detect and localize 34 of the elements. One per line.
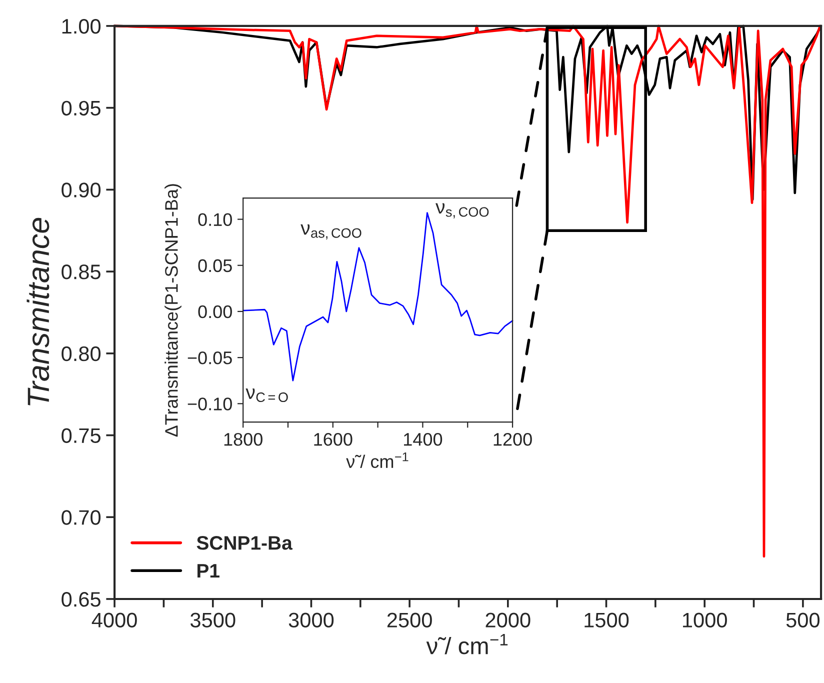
- y-tick-label: 0.85: [62, 264, 100, 280]
- annotation: ν$_{C=O}$: [246, 388, 288, 402]
- x-tick-label: 500: [786, 612, 820, 628]
- x-tick-label: 2500: [387, 612, 432, 628]
- y-axis-title: Transmittance: [26, 218, 50, 406]
- x-tick-label: 1600: [314, 432, 352, 446]
- y-tick-label: 0.90: [62, 182, 101, 198]
- x-tick-label: 3000: [288, 612, 334, 628]
- legend-label: SCNP1-Ba: [196, 536, 292, 550]
- x-tick-label: 1000: [683, 612, 727, 628]
- y-tick-label: 0.70: [62, 510, 101, 525]
- y-tick-label: −0.05: [188, 351, 232, 364]
- y-tick-label: 1.00: [62, 18, 101, 34]
- x-tick-label: 2000: [486, 612, 530, 628]
- y-tick-label: 0.00: [198, 305, 232, 318]
- x-tick-label: 4000: [92, 612, 137, 628]
- x-tick-label: 3500: [190, 612, 236, 628]
- x-tick-label: 1800: [224, 432, 262, 446]
- y-tick-label: 0.10: [198, 213, 232, 226]
- y-axis-title: ΔTransmittance(P1-SCNP1-Ba): [164, 184, 182, 437]
- x-axis-title: ν̃ / cm$^{−1}$: [426, 634, 508, 654]
- annotation: ν$_{as,COO}$: [300, 224, 362, 240]
- y-tick-label: 0.65: [62, 592, 100, 607]
- y-tick-label: −0.10: [188, 398, 232, 410]
- y-tick-label: 0.05: [198, 259, 232, 272]
- y-tick-label: 0.75: [62, 428, 100, 444]
- legend-label: P1: [198, 564, 220, 578]
- x-tick-label: 1200: [494, 432, 532, 446]
- y-tick-label: 0.80: [62, 346, 101, 362]
- x-axis-title: ν̃ / cm$^{−1}$: [346, 452, 408, 468]
- x-tick-label: 1500: [584, 612, 629, 628]
- annotation: ν$_{s,COO}$: [436, 203, 489, 218]
- x-tick-label: 1400: [404, 432, 442, 446]
- y-tick-label: 0.95: [62, 100, 100, 116]
